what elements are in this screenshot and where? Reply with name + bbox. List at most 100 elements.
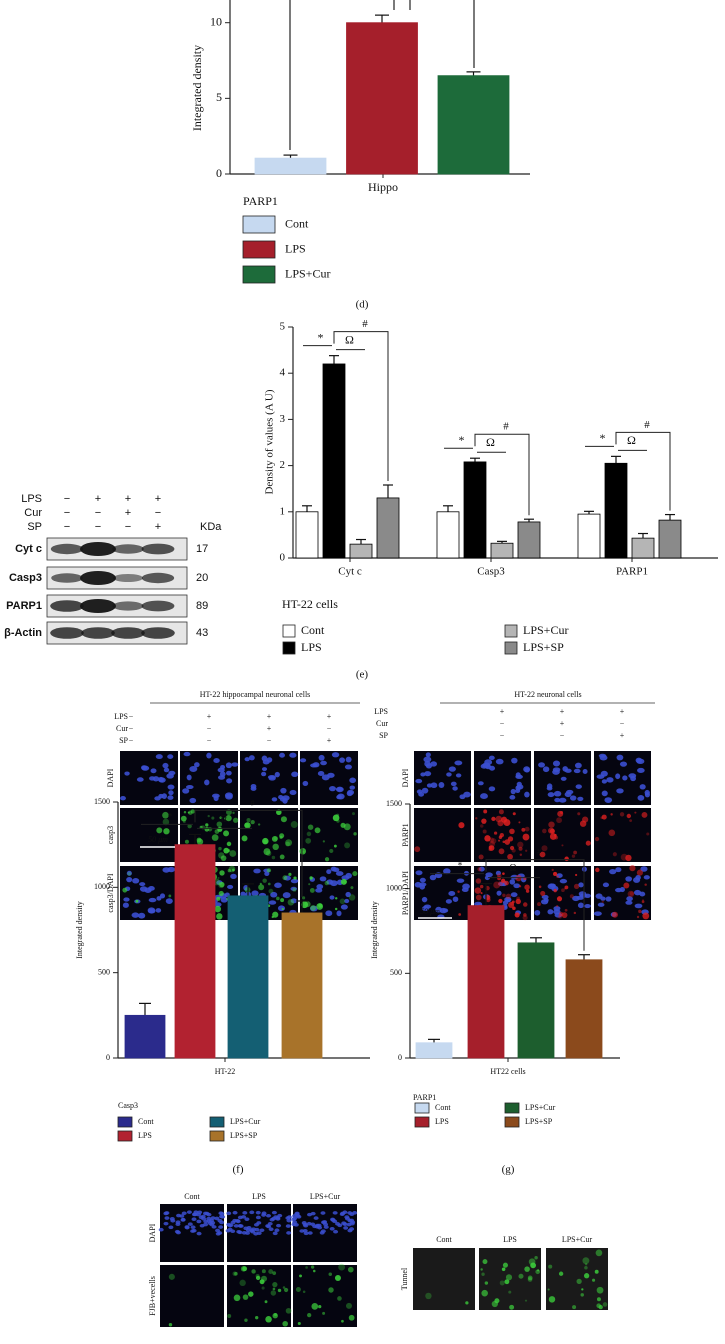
nucleus — [573, 768, 581, 774]
signal — [328, 1272, 333, 1277]
signal — [571, 854, 576, 858]
signal — [504, 839, 511, 845]
signal — [541, 845, 548, 852]
signal — [211, 816, 215, 820]
row-label: PARP1 — [6, 600, 42, 612]
nucleus — [147, 907, 156, 914]
signal — [548, 827, 555, 834]
y-tick-label: 5 — [216, 90, 222, 104]
nucleus — [333, 1229, 339, 1234]
unit-label: KDa — [200, 521, 222, 533]
channel-label: PARP1 — [401, 823, 410, 846]
nucleus — [626, 896, 633, 902]
nucleus — [289, 789, 297, 796]
legend-label: LPS+Cur — [285, 266, 330, 280]
bar — [295, 511, 319, 559]
treatment-sign: + — [620, 707, 625, 716]
signal — [625, 854, 632, 862]
signal — [629, 891, 634, 896]
y-tick-label: 2 — [280, 459, 286, 471]
signal — [564, 908, 568, 912]
signal — [497, 876, 502, 881]
nucleus — [633, 877, 641, 883]
signal — [482, 1259, 488, 1265]
annotation: # — [251, 798, 255, 807]
nucleus — [189, 797, 197, 804]
signal — [250, 819, 255, 825]
signal — [234, 1271, 238, 1276]
signal — [638, 909, 642, 914]
nucleus — [197, 1210, 203, 1215]
signal — [530, 1262, 537, 1269]
signal — [341, 1319, 344, 1323]
bar — [490, 542, 514, 559]
nucleus — [168, 1225, 174, 1230]
signal — [310, 905, 316, 911]
signal — [548, 1296, 556, 1303]
bar — [281, 912, 323, 1059]
blot-bands — [50, 542, 175, 639]
nucleus — [566, 789, 574, 795]
blot-band — [141, 572, 175, 584]
nucleus — [323, 1222, 329, 1227]
nucleus — [343, 1226, 349, 1230]
column-label: LPS+Cur — [310, 1192, 341, 1201]
signal — [612, 852, 617, 857]
nucleus — [340, 904, 348, 910]
signal — [525, 889, 530, 893]
nucleus — [342, 1210, 348, 1215]
signal — [508, 902, 515, 909]
signal — [226, 841, 232, 847]
nucleus — [319, 876, 327, 882]
nucleus — [190, 1229, 196, 1233]
treatment-sign: − — [207, 724, 212, 733]
nucleus — [606, 777, 614, 783]
y-tick-label: 10 — [210, 14, 222, 28]
nucleus — [547, 792, 555, 798]
annotation: Ω — [220, 813, 227, 823]
legend-label: LPS — [285, 241, 306, 255]
treatment-sign: − — [95, 521, 101, 533]
nucleus — [271, 1216, 277, 1221]
signal — [272, 1271, 277, 1276]
bracket — [333, 331, 389, 482]
bar — [467, 905, 505, 1059]
nucleus — [259, 1228, 265, 1233]
signal — [505, 1274, 513, 1281]
signal — [488, 837, 495, 843]
nucleus — [183, 751, 191, 757]
channel-label: FJB+vecells — [148, 1276, 157, 1316]
signal — [207, 814, 210, 818]
signal — [484, 1281, 489, 1285]
signal — [333, 844, 337, 848]
treatment-sign: + — [207, 712, 212, 721]
nucleus — [330, 866, 337, 872]
nucleus — [429, 874, 437, 881]
annotation: # — [362, 318, 368, 330]
signal — [517, 841, 524, 848]
nucleus — [152, 776, 160, 782]
nucleus — [344, 898, 350, 904]
blot-band — [81, 627, 115, 639]
nucleus — [266, 757, 273, 763]
nucleus — [266, 1224, 272, 1229]
signal — [519, 885, 522, 888]
signal — [646, 832, 650, 836]
signal — [475, 878, 482, 884]
signal — [580, 1293, 584, 1297]
signal — [573, 883, 580, 890]
signal — [168, 1273, 175, 1280]
signal — [481, 1289, 488, 1297]
signal — [557, 810, 564, 817]
nucleus — [307, 1231, 313, 1235]
nucleus — [639, 784, 646, 790]
signal — [502, 872, 505, 875]
signal — [511, 848, 516, 853]
nucleus — [148, 897, 157, 903]
nucleus — [496, 890, 502, 896]
nucleus — [250, 783, 257, 789]
signal — [551, 868, 554, 872]
nucleus — [415, 870, 423, 876]
nucleus — [320, 1229, 326, 1233]
